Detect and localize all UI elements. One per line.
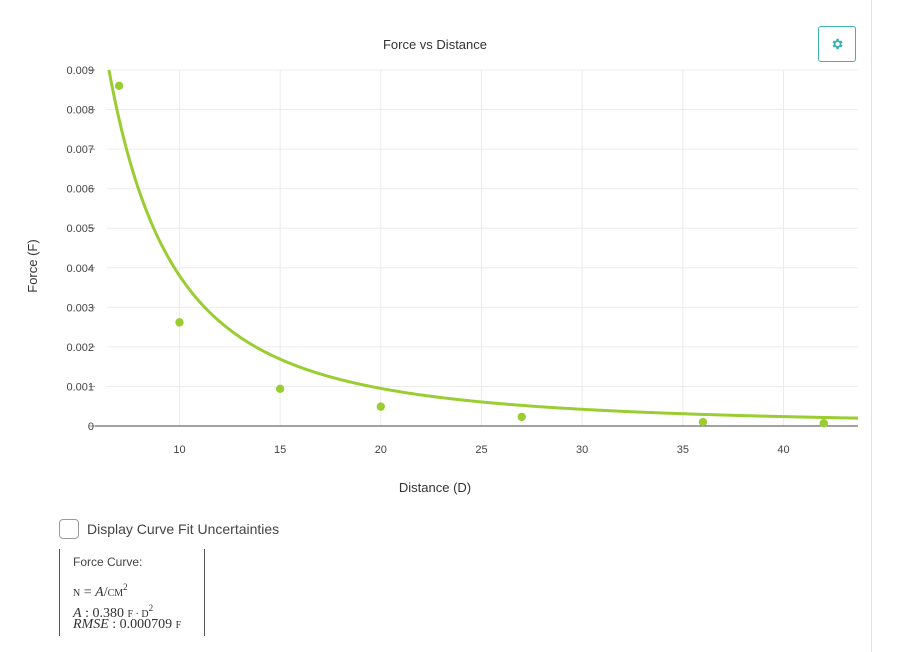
model-slash: / — [103, 585, 108, 600]
y-tick-label: 0.008 — [66, 105, 94, 117]
data-point — [517, 412, 526, 422]
x-tick-label: 15 — [274, 444, 286, 456]
model-rhs: A — [95, 585, 104, 600]
y-axis-label: Force (F) — [25, 239, 40, 292]
axes: 0 0.001 0.002 0.003 0.004 0.005 0.006 0.007 0.00… — [66, 65, 858, 456]
model-exponent: 2 — [123, 582, 128, 592]
gear-icon — [832, 38, 843, 50]
a-exponent: 2 — [148, 603, 154, 613]
x-tick-label: 35 — [677, 444, 689, 456]
model-equation: N = A/CM2 — [73, 579, 128, 602]
fit-curve-layer — [107, 70, 858, 420]
x-tick-label: 40 — [777, 444, 789, 456]
a-value: : 0.380 — [81, 606, 124, 621]
y-tick-label: 0.001 — [66, 381, 94, 393]
rmse-unit: F — [175, 620, 182, 631]
fit-rmse: RMSE : 0.000709 F — [73, 617, 181, 634]
x-tick-label: 10 — [173, 444, 185, 456]
fit-uncertainty-label: Display Curve Fit Uncertainties — [87, 521, 280, 537]
y-tick-label: 0.006 — [66, 184, 94, 196]
fit-curve — [107, 70, 858, 420]
y-tick-label: 0.004 — [66, 263, 94, 275]
data-point — [175, 318, 184, 327]
a-unit: F · D — [127, 609, 149, 620]
model-cm: CM — [107, 588, 124, 599]
fit-uncertainty-checkbox[interactable] — [59, 519, 79, 539]
grid — [107, 69, 858, 426]
data-point — [275, 384, 285, 394]
force-curve-title: Force Curve: — [73, 555, 143, 569]
force-curve-panel: Force Curve: N = A/CM2 A : 0.380 F · D2 … — [59, 549, 205, 636]
x-tick-label: 20 — [375, 444, 387, 456]
rmse-value: : 0.000709 — [108, 617, 173, 632]
y-tick-label: 0 — [88, 421, 94, 433]
x-tick-label: 25 — [475, 444, 487, 456]
a-label: A — [73, 606, 82, 621]
y-tick-label: 0.005 — [66, 223, 94, 235]
fit-parameter-a: A : 0.380 F · D2 — [73, 600, 153, 623]
y-tick-label: 0.002 — [66, 342, 94, 354]
data-points — [114, 81, 828, 428]
x-tick-label: 30 — [576, 444, 588, 456]
data-point — [376, 402, 386, 411]
rmse-label: RMSE — [73, 617, 109, 632]
model-equals: = — [80, 585, 96, 600]
y-tick-label: 0.009 — [66, 65, 94, 77]
settings-button[interactable] — [818, 26, 856, 62]
x-axis-label: Distance (D) — [399, 480, 471, 495]
fit-uncertainty-toggle[interactable]: Display Curve Fit Uncertainties — [59, 517, 279, 541]
data-point — [114, 81, 124, 91]
data-point — [698, 417, 708, 427]
data-point — [819, 419, 828, 428]
y-tick-label: 0.007 — [66, 144, 94, 156]
model-lhs: N — [73, 588, 81, 599]
right-divider — [871, 0, 872, 652]
chart-title: Force vs Distance — [383, 37, 487, 52]
y-tick-label: 0.003 — [66, 302, 94, 314]
